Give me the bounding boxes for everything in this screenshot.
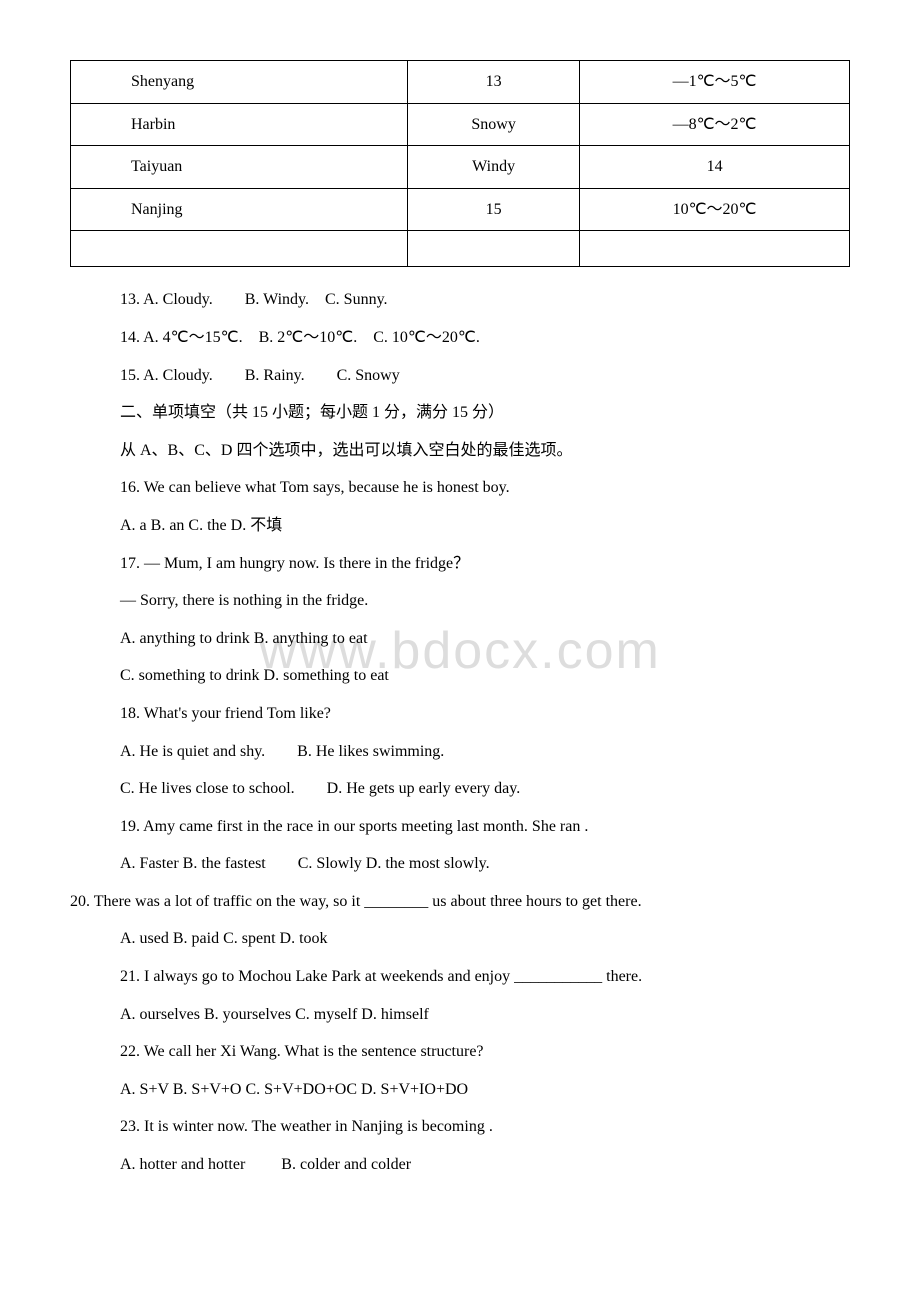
table-row: Nanjing 15 10℃～20℃ (71, 188, 850, 231)
table-body: Shenyang 13 —1℃～5℃ Harbin Snowy —8℃～2℃ T… (71, 61, 850, 267)
question-line: 22. We call her Xi Wang. What is the sen… (120, 1039, 850, 1065)
question-line: C. something to drink D. something to ea… (120, 663, 850, 689)
table-cell: —1℃～5℃ (580, 61, 850, 104)
table-cell (71, 231, 408, 267)
questions-container: 13. A. Cloudy. B. Windy. C. Sunny. 14. A.… (70, 287, 850, 1177)
question-line: 18. What's your friend Tom like? (120, 701, 850, 727)
question-line: C. He lives close to school. D. He gets … (120, 776, 850, 802)
question-line: 20. There was a lot of traffic on the wa… (70, 889, 850, 915)
question-line: 从 A、B、C、D 四个选项中，选出可以填入空白处的最佳选项。 (120, 438, 850, 464)
table-cell: Nanjing (71, 188, 408, 231)
question-line: 19. Amy came first in the race in our sp… (120, 814, 850, 840)
question-line: 17. — Mum, I am hungry now. Is there in … (120, 551, 850, 577)
table-row: Shenyang 13 —1℃～5℃ (71, 61, 850, 104)
question-line: A. hotter and hotter B. colder and colde… (120, 1152, 850, 1178)
question-line: 16. We can believe what Tom says, becaus… (120, 475, 850, 501)
document-content: Shenyang 13 —1℃～5℃ Harbin Snowy —8℃～2℃ T… (70, 60, 850, 1178)
question-line: A. S+V B. S+V+O C. S+V+DO+OC D. S+V+IO+D… (120, 1077, 850, 1103)
question-line: A. used B. paid C. spent D. took (120, 926, 850, 952)
table-cell: 10℃～20℃ (580, 188, 850, 231)
question-line: 21. I always go to Mochou Lake Park at w… (120, 964, 850, 990)
question-line: 15. A. Cloudy. B. Rainy. C. Snowy (120, 363, 850, 389)
table-cell (580, 231, 850, 267)
table-cell: Shenyang (71, 61, 408, 104)
question-line: 13. A. Cloudy. B. Windy. C. Sunny. (120, 287, 850, 313)
table-row (71, 231, 850, 267)
table-cell: 14 (580, 146, 850, 189)
table-cell: Snowy (408, 103, 580, 146)
question-line: — Sorry, there is nothing in the fridge. (120, 588, 850, 614)
question-line: 二、单项填空（共 15 小题；每小题 1 分，满分 15 分） (120, 400, 850, 426)
table-cell: 13 (408, 61, 580, 104)
question-line: 14. A. 4℃～15℃. B. 2℃～10℃. C. 10℃～20℃. (120, 325, 850, 351)
question-line: A. He is quiet and shy. B. He likes swim… (120, 739, 850, 765)
weather-table: Shenyang 13 —1℃～5℃ Harbin Snowy —8℃～2℃ T… (70, 60, 850, 267)
question-line: A. ourselves B. yourselves C. myself D. … (120, 1002, 850, 1028)
table-row: Harbin Snowy —8℃～2℃ (71, 103, 850, 146)
question-line: A. anything to drink B. anything to eat (120, 626, 850, 652)
question-line: A. Faster B. the fastest C. Slowly D. th… (120, 851, 850, 877)
table-cell: Harbin (71, 103, 408, 146)
table-cell (408, 231, 580, 267)
table-cell: —8℃～2℃ (580, 103, 850, 146)
table-cell: 15 (408, 188, 580, 231)
table-cell: Taiyuan (71, 146, 408, 189)
question-line: 23. It is winter now. The weather in Nan… (120, 1114, 850, 1140)
table-row: Taiyuan Windy 14 (71, 146, 850, 189)
question-line: A. a B. an C. the D. 不填 (120, 513, 850, 539)
table-cell: Windy (408, 146, 580, 189)
